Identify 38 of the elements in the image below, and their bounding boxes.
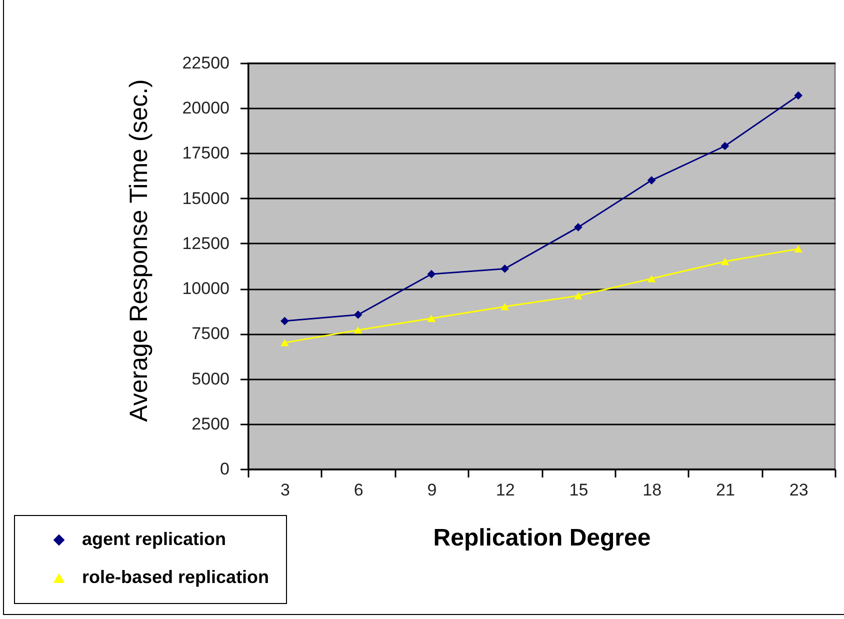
point xyxy=(794,91,802,100)
legend-label: role-based replication xyxy=(82,567,270,587)
point xyxy=(794,245,802,252)
point xyxy=(354,310,362,319)
y-tick-label: 2500 xyxy=(192,414,230,434)
point xyxy=(574,292,582,300)
y-tick-label: 15000 xyxy=(182,188,230,208)
point xyxy=(427,270,436,278)
point xyxy=(720,258,730,266)
x-tick-label: 3 xyxy=(280,480,290,500)
y-tick-label: 20000 xyxy=(182,98,230,118)
y-tick-label: 7500 xyxy=(192,324,230,344)
y-tick-label: 10000 xyxy=(182,279,230,298)
y-tick-label: 12500 xyxy=(182,234,230,253)
y-tick-label: 0 xyxy=(220,460,230,478)
y-tick-label: 5000 xyxy=(192,369,230,388)
point xyxy=(720,142,730,150)
point xyxy=(647,275,656,282)
y-tick-label: 17500 xyxy=(182,144,230,163)
x-tick-label: 9 xyxy=(427,480,437,500)
x-tick-label: 21 xyxy=(716,480,735,500)
point xyxy=(427,314,436,322)
x-tick-label: 12 xyxy=(496,480,515,500)
point xyxy=(500,302,509,310)
point xyxy=(354,326,362,334)
legend-label: agent replication xyxy=(82,529,226,549)
x-tick-label: 15 xyxy=(569,480,588,500)
y-tick-label: 22500 xyxy=(182,54,230,72)
point xyxy=(280,339,289,346)
x-tick-label: 23 xyxy=(789,480,808,500)
point xyxy=(647,176,656,184)
point xyxy=(280,316,289,326)
x-axis-title: Replication Degree xyxy=(433,524,651,552)
x-tick-label: 18 xyxy=(642,480,662,500)
y-axis-title: Average Response Time (sec.) xyxy=(125,79,154,422)
point xyxy=(500,264,509,273)
point xyxy=(574,223,582,232)
x-tick-label: 6 xyxy=(354,480,364,500)
